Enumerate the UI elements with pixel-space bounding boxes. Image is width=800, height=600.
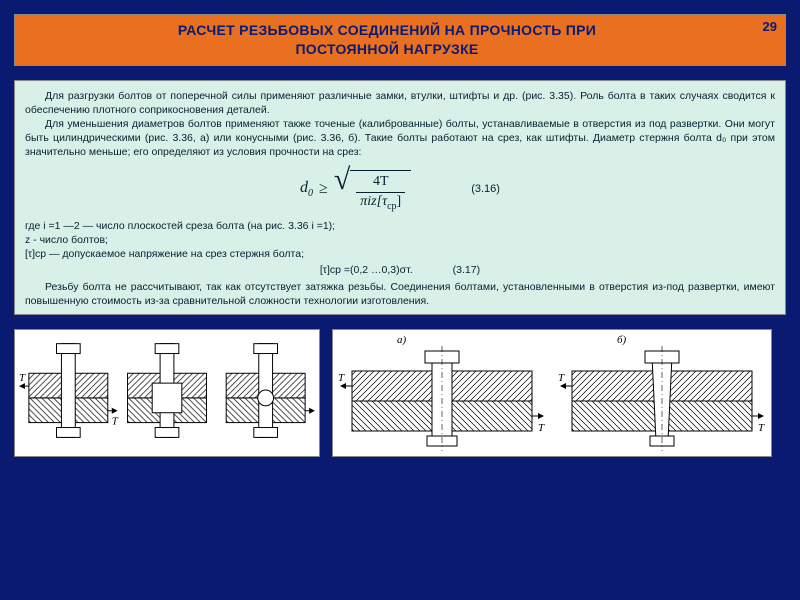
equation-number-1: (3.16) (471, 182, 500, 197)
fig-label-T: T (112, 415, 119, 427)
fig-label-a: а) (397, 334, 407, 346)
content-panel: Для разгрузки болтов от поперечной силы … (14, 80, 786, 315)
svg-text:T: T (758, 422, 765, 434)
page-title: РАСЧЕТ РЕЗЬБОВЫХ СОЕДИНЕНИЙ НА ПРОЧНОСТЬ… (25, 21, 749, 59)
header: 29 РАСЧЕТ РЕЗЬБОВЫХ СОЕДИНЕНИЙ НА ПРОЧНО… (14, 14, 786, 66)
svg-text:T: T (538, 422, 545, 434)
range-formula: [τ]ср =(0,2 …0,3)σт. (320, 263, 413, 277)
formula-den-close: ] (397, 194, 402, 209)
formula-numerator: 4T (369, 173, 393, 192)
sqrt-sign: √ (334, 166, 350, 213)
where-line-3: [τ]ср — допускаемое напряжение на срез с… (25, 247, 775, 261)
figure-3-36-svg: а) б) T T (337, 333, 767, 453)
title-line-2: ПОСТОЯННОЙ НАГРУЗКЕ (295, 41, 478, 57)
figure-3-35-svg: T T (19, 333, 315, 453)
formula-row: d0 ≥ √ 4T πiz[τср] (3.16) (25, 166, 775, 213)
formula-denominator: πiz[τ (360, 194, 387, 209)
paragraph-3: Резьбу болта не рассчитывают, так как от… (25, 280, 775, 308)
formula-lhs: d (300, 179, 308, 196)
page-outer: 29 РАСЧЕТ РЕЗЬБОВЫХ СОЕДИНЕНИЙ НА ПРОЧНО… (0, 0, 800, 467)
paragraph-1: Для разгрузки болтов от поперечной силы … (25, 89, 775, 117)
figure-3-36: а) б) T T (332, 329, 772, 457)
figures-row: T T (14, 329, 786, 457)
fig-label-T: T (19, 372, 26, 384)
formula-op: ≥ (319, 178, 328, 200)
formula: d0 ≥ √ 4T πiz[τср] (300, 166, 411, 213)
paragraph-2: Для уменьшения диаметров болтов применяю… (25, 117, 775, 160)
formula-lhs-sub: 0 (308, 189, 313, 200)
figure-3-35: T T (14, 329, 320, 457)
where-line-1: где і =1 —2 — число плоскостей среза бол… (25, 219, 775, 233)
svg-text:T: T (338, 372, 345, 384)
svg-text:T: T (558, 372, 565, 384)
fig-label-b: б) (617, 334, 627, 346)
title-line-1: РАСЧЕТ РЕЗЬБОВЫХ СОЕДИНЕНИЙ НА ПРОЧНОСТЬ… (178, 22, 596, 38)
page-number: 29 (763, 19, 777, 34)
formula-den-sub: ср (387, 200, 396, 211)
where-line-2: z - число болтов; (25, 233, 775, 247)
equation-number-2: (3.17) (453, 263, 480, 277)
